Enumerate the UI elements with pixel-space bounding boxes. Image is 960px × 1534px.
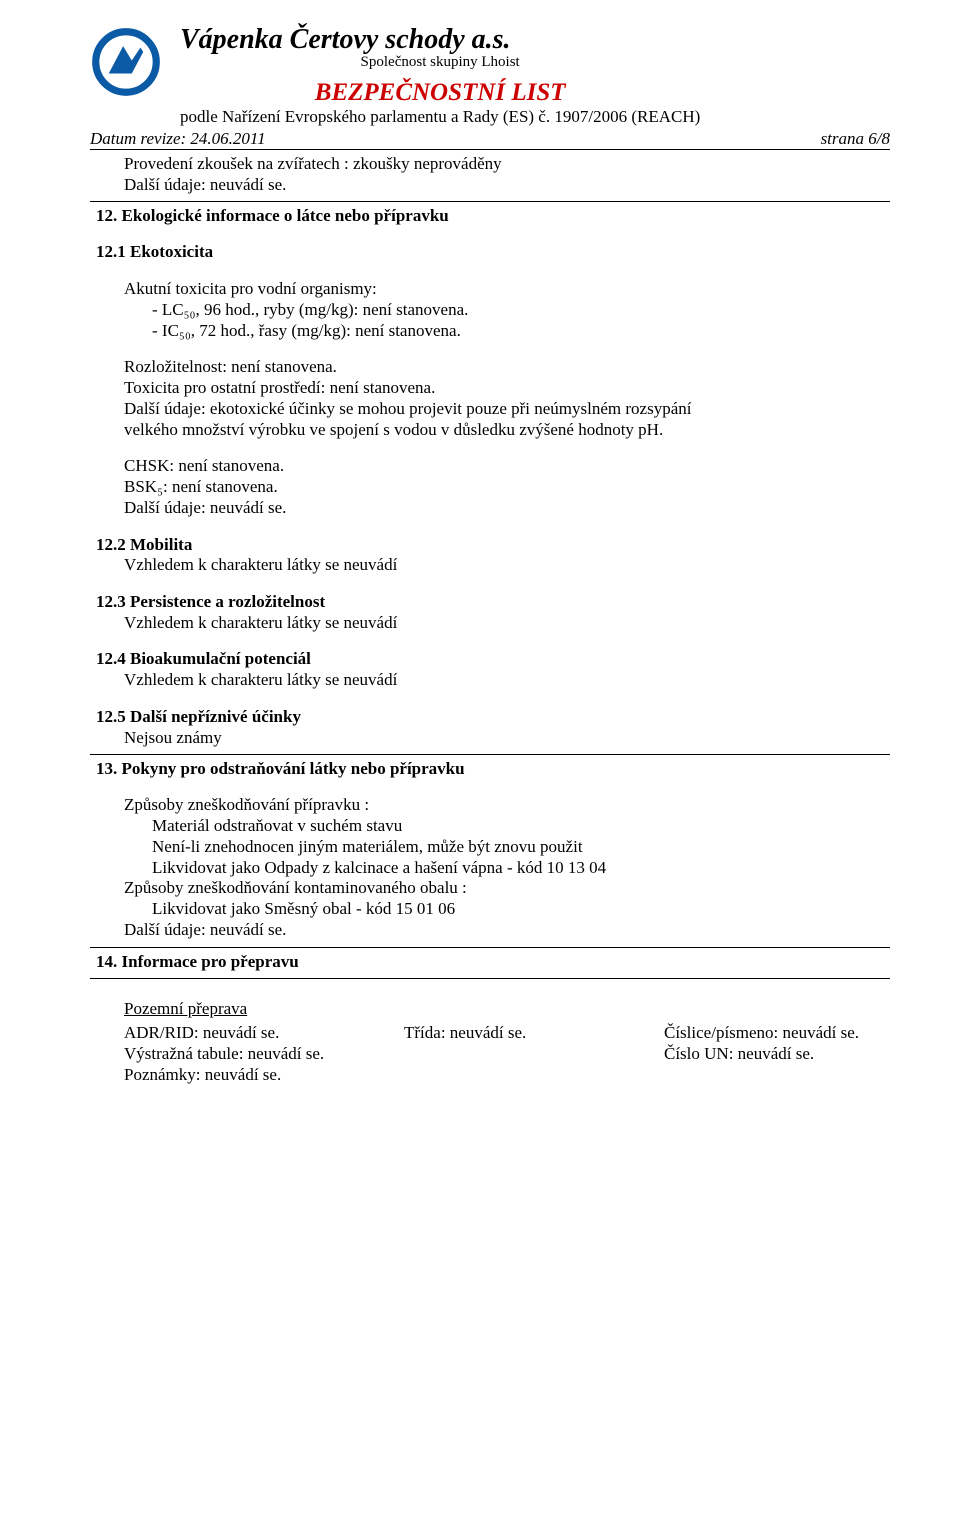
company-name: Vápenka Čertovy schody a.s. bbox=[180, 24, 700, 56]
text-line: Další údaje: neuvádí se. bbox=[124, 920, 884, 941]
text-cell: Výstražná tabule: neuvádí se. bbox=[124, 1044, 404, 1065]
company-subtitle: Společnost skupiny Lhoist bbox=[180, 54, 700, 71]
text-cell: ADR/RID: neuvádí se. bbox=[124, 1023, 404, 1044]
meta-row: Datum revize: 24.06.2011 strana 6/8 bbox=[90, 129, 890, 149]
text-line: - IC₅₀, 72 hod., řasy (mg/kg): není stan… bbox=[152, 321, 884, 342]
text-cell: Třída: neuvádí se. bbox=[404, 1023, 664, 1044]
text-line: Vzhledem k charakteru látky se neuvádí bbox=[124, 555, 884, 576]
text-cell bbox=[404, 1044, 664, 1065]
subheading-12-1: 12.1 Ekotoxicita bbox=[96, 242, 884, 263]
revision-date: Datum revize: 24.06.2011 bbox=[90, 129, 266, 149]
text-line: CHSK: není stanovena. bbox=[124, 456, 884, 477]
text-line: Nejsou známy bbox=[124, 728, 884, 749]
text-cell: Poznámky: neuvádí se. bbox=[124, 1065, 404, 1086]
transport-grid: ADR/RID: neuvádí se. Třída: neuvádí se. … bbox=[124, 1023, 884, 1085]
section-13: 13. Pokyny pro odstraňování látky nebo p… bbox=[90, 754, 890, 946]
header-text: Vápenka Čertovy schody a.s. Společnost s… bbox=[180, 24, 700, 127]
text-line: Další údaje: neuvádí se. bbox=[124, 175, 884, 196]
subheading-12-2: 12.2 Mobilita bbox=[96, 535, 884, 556]
text-line: Způsoby zneškodňování kontaminovaného ob… bbox=[124, 878, 884, 899]
transport-subheading: Pozemní přeprava bbox=[124, 999, 884, 1020]
section-heading-12: 12. Ekologické informace o látce nebo př… bbox=[96, 206, 884, 226]
text-line: Způsoby zneškodňování přípravku : bbox=[124, 795, 884, 816]
text-cell: Číslo UN: neuvádí se. bbox=[664, 1044, 884, 1065]
subheading-12-3: 12.3 Persistence a rozložitelnost bbox=[96, 592, 884, 613]
document-header: Vápenka Čertovy schody a.s. Společnost s… bbox=[90, 24, 890, 127]
logo-icon bbox=[90, 26, 162, 98]
text-line: Akutní toxicita pro vodní organismy: bbox=[124, 279, 884, 300]
text-line: Rozložitelnost: není stanovena. bbox=[124, 357, 884, 378]
text-line: BSK₅: není stanovena. bbox=[124, 477, 884, 498]
text-cell bbox=[664, 1065, 884, 1086]
text-line: Vzhledem k charakteru látky se neuvádí bbox=[124, 613, 884, 634]
company-logo bbox=[90, 26, 162, 98]
document-title: BEZPEČNOSTNÍ LIST bbox=[180, 79, 700, 107]
section-heading-13: 13. Pokyny pro odstraňování látky nebo p… bbox=[96, 759, 884, 779]
text-cell bbox=[404, 1065, 664, 1086]
text-line: Není-li znehodnocen jiným materiálem, mů… bbox=[152, 837, 884, 858]
text-line: Likvidovat jako Odpady z kalcinace a haš… bbox=[152, 858, 884, 879]
subheading-12-5: 12.5 Další nepříznivé účinky bbox=[96, 707, 884, 728]
section-14-body: Pozemní přeprava ADR/RID: neuvádí se. Tř… bbox=[90, 979, 890, 1086]
text-line: Vzhledem k charakteru látky se neuvádí bbox=[124, 670, 884, 691]
text-line: Další údaje: ekotoxické účinky se mohou … bbox=[124, 399, 884, 420]
text-line: Materiál odstraňovat v suchém stavu bbox=[152, 816, 884, 837]
section-12: 12. Ekologické informace o látce nebo př… bbox=[90, 201, 890, 754]
subheading-12-4: 12.4 Bioakumulační potenciál bbox=[96, 649, 884, 670]
text-line: velkého množství výrobku ve spojení s vo… bbox=[124, 420, 884, 441]
text-line: - LC₅₀, 96 hod., ryby (mg/kg): není stan… bbox=[152, 300, 884, 321]
text-cell: Číslice/písmeno: neuvádí se. bbox=[664, 1023, 884, 1044]
section-heading-14: 14. Informace pro přepravu bbox=[96, 952, 884, 972]
text-line: Další údaje: neuvádí se. bbox=[124, 498, 884, 519]
text-line: Toxicita pro ostatní prostředí: není sta… bbox=[124, 378, 884, 399]
text-line: Provedení zkoušek na zvířatech : zkoušky… bbox=[124, 154, 884, 175]
section-14: 14. Informace pro přepravu bbox=[90, 947, 890, 979]
page-number: strana 6/8 bbox=[821, 129, 890, 149]
document-subtitle: podle Nařízení Evropského parlamentu a R… bbox=[180, 107, 700, 127]
text-line: Likvidovat jako Směsný obal - kód 15 01 … bbox=[152, 899, 884, 920]
section-block-animal-tests: Provedení zkoušek na zvířatech : zkoušky… bbox=[90, 149, 890, 201]
page: Vápenka Čertovy schody a.s. Společnost s… bbox=[0, 0, 960, 1534]
